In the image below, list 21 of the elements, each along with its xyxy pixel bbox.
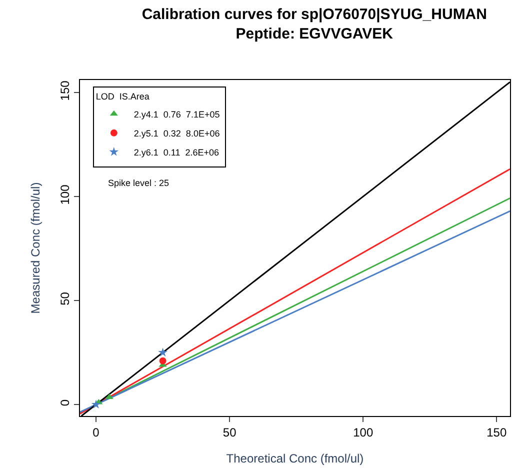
x-tick-label: 100 [353, 425, 374, 440]
annotation: Spike level : 25 [108, 178, 170, 188]
point [159, 357, 166, 364]
x-tick-label: 0 [92, 425, 100, 440]
point [105, 394, 114, 400]
y-tick-label: 100 [58, 184, 72, 205]
point [91, 400, 101, 409]
chart-subtitle: Peptide: EGVVGAVEK [236, 26, 394, 43]
y-axis-title: Measured Conc (fmol/ul) [28, 182, 42, 314]
legend-label: 2.y6.1 0.11 2.6E+06 [134, 147, 220, 158]
x-axis-title: Theoretical Conc (fmol/ul) [226, 451, 364, 466]
y-tick-label: 50 [58, 292, 72, 306]
y-tick-label: 150 [58, 80, 72, 101]
x-tick-label: 150 [486, 425, 507, 440]
legend-title: LOD IS.Area [96, 91, 150, 102]
x-tick-label: 50 [222, 425, 237, 440]
chart-title: Calibration curves for sp|O76070|SYUG_HUMAN [142, 6, 487, 24]
y-tick-label: 0 [58, 399, 72, 406]
point [158, 348, 168, 356]
legend-label: 2.y5.1 0.32 8.0E+06 [134, 128, 220, 138]
legend-label: 2.y4.1 0.76 7.1E+05 [134, 109, 220, 120]
